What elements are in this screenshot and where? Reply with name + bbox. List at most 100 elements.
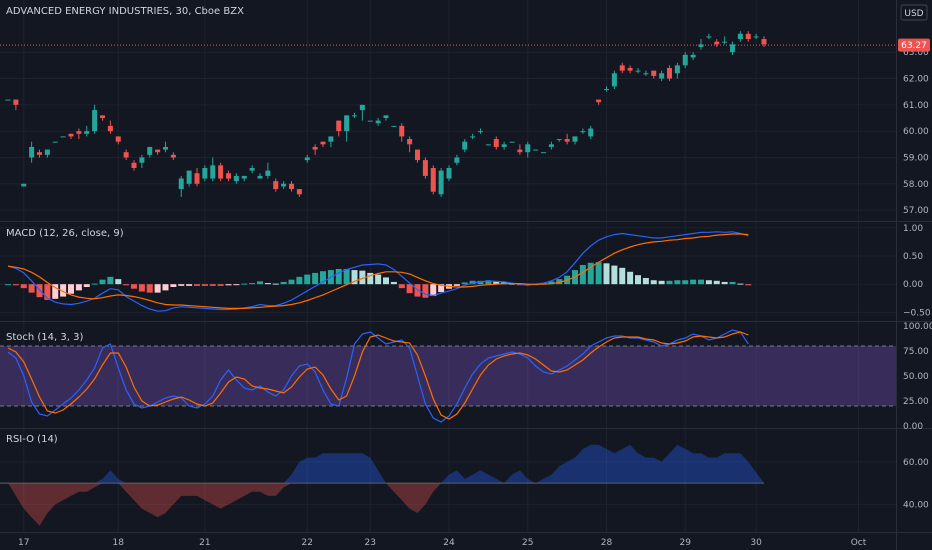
candle-body (37, 152, 42, 155)
price-tick-label: 59.00 (903, 153, 929, 163)
candle-body (226, 173, 231, 179)
macd-histogram-bar (280, 281, 287, 285)
candle-body (485, 144, 491, 146)
candle-body (517, 149, 523, 153)
candle-body (682, 54, 688, 66)
macd-histogram-bar (705, 280, 712, 285)
rsio-tick-label: 40.00 (903, 500, 929, 510)
candle-body (257, 175, 263, 179)
candle-body (5, 99, 11, 101)
candle-body (186, 170, 192, 184)
stoch-pane[interactable] (0, 329, 896, 423)
candle-body (312, 146, 318, 150)
macd-histogram-bar (390, 281, 397, 285)
macd-histogram-bar (99, 279, 106, 285)
rsio-title: RSI-O (14) (6, 434, 58, 445)
macd-histogram-bar (194, 284, 200, 286)
macd-histogram-bar (272, 283, 279, 285)
candle-body (29, 146, 35, 158)
macd-histogram-bar (75, 284, 82, 291)
macd-signal-line (7, 233, 749, 309)
candle-body (170, 154, 176, 158)
price-tick-label: 62.00 (903, 75, 929, 85)
candle-body (588, 128, 594, 137)
candle-body (722, 41, 728, 43)
candle-body (706, 36, 712, 38)
candle-body (541, 152, 546, 154)
candle-body (635, 70, 641, 72)
macd-histogram-bar (359, 270, 366, 285)
candle-body (391, 125, 397, 127)
candle-body (422, 160, 428, 176)
macd-histogram-bar (619, 267, 626, 285)
candle-body (68, 133, 74, 137)
rsio-pane[interactable] (0, 444, 764, 526)
candle-body (296, 189, 302, 195)
macd-histogram-bar (548, 281, 555, 285)
time-axis-label: 22 (302, 538, 313, 548)
time-axis-label: 29 (680, 538, 692, 548)
macd-histogram-bar (170, 284, 177, 287)
candle-body (674, 65, 680, 74)
macd-histogram-bar (209, 284, 216, 286)
candle-body (367, 120, 373, 122)
macd-histogram-bar (603, 263, 610, 285)
macd-pane[interactable] (5, 231, 752, 312)
price-tick-label: 63.00 (903, 48, 929, 58)
candle-body (328, 136, 334, 142)
time-axis-label: 18 (113, 538, 125, 548)
stoch-tick-label: 25.00 (903, 397, 929, 407)
macd-histogram-bar (493, 281, 500, 285)
macd-histogram-bar (367, 272, 374, 285)
candle-body (336, 120, 342, 132)
macd-histogram-bar (398, 284, 405, 289)
candle-body (352, 115, 357, 117)
macd-histogram-bar (611, 265, 618, 285)
macd-histogram-bar (123, 284, 130, 286)
candle-body (194, 173, 200, 184)
macd-histogram-bar (249, 283, 256, 285)
price-pane[interactable] (0, 31, 896, 197)
candle-body (753, 36, 759, 38)
candle-body (643, 73, 649, 75)
candle-body (509, 141, 515, 143)
macd-histogram-bar (453, 284, 460, 286)
candle-body (596, 99, 602, 103)
rsio-tick-label: 60.00 (903, 458, 929, 468)
candle-body (690, 54, 696, 58)
rsio-negative-area (8, 483, 764, 526)
macd-histogram-bar (241, 283, 248, 285)
candle-body (155, 149, 161, 153)
candle-body (383, 115, 389, 118)
candle-body (281, 183, 287, 187)
candle-body (745, 33, 751, 40)
candle-body (100, 115, 105, 118)
candle-body (359, 104, 365, 111)
macd-histogram-bar (154, 284, 161, 293)
macd-histogram-bar (422, 284, 429, 298)
candle-body (525, 144, 531, 153)
candle-body (478, 131, 483, 133)
candle-body (44, 149, 50, 155)
macd-histogram-bar (406, 284, 413, 294)
stoch-d-line (7, 331, 749, 420)
candle-body (163, 146, 168, 150)
candle-body (304, 157, 310, 161)
candle-body (399, 125, 405, 137)
candle-body (556, 139, 562, 141)
macd-histogram-bar (52, 284, 59, 299)
currency-button[interactable]: USD (900, 4, 928, 21)
macd-histogram-bar (650, 280, 657, 285)
candle-body (572, 136, 578, 142)
candle-body (147, 146, 153, 155)
macd-tick-label: 0.00 (903, 280, 923, 290)
candle-body (344, 115, 350, 132)
candle-body (430, 168, 436, 192)
candle-body (761, 39, 767, 45)
last-price-badge: 63.27 (898, 38, 930, 52)
candle-body (651, 70, 657, 76)
candle-body (737, 33, 743, 40)
macd-histogram-bar (107, 276, 114, 285)
